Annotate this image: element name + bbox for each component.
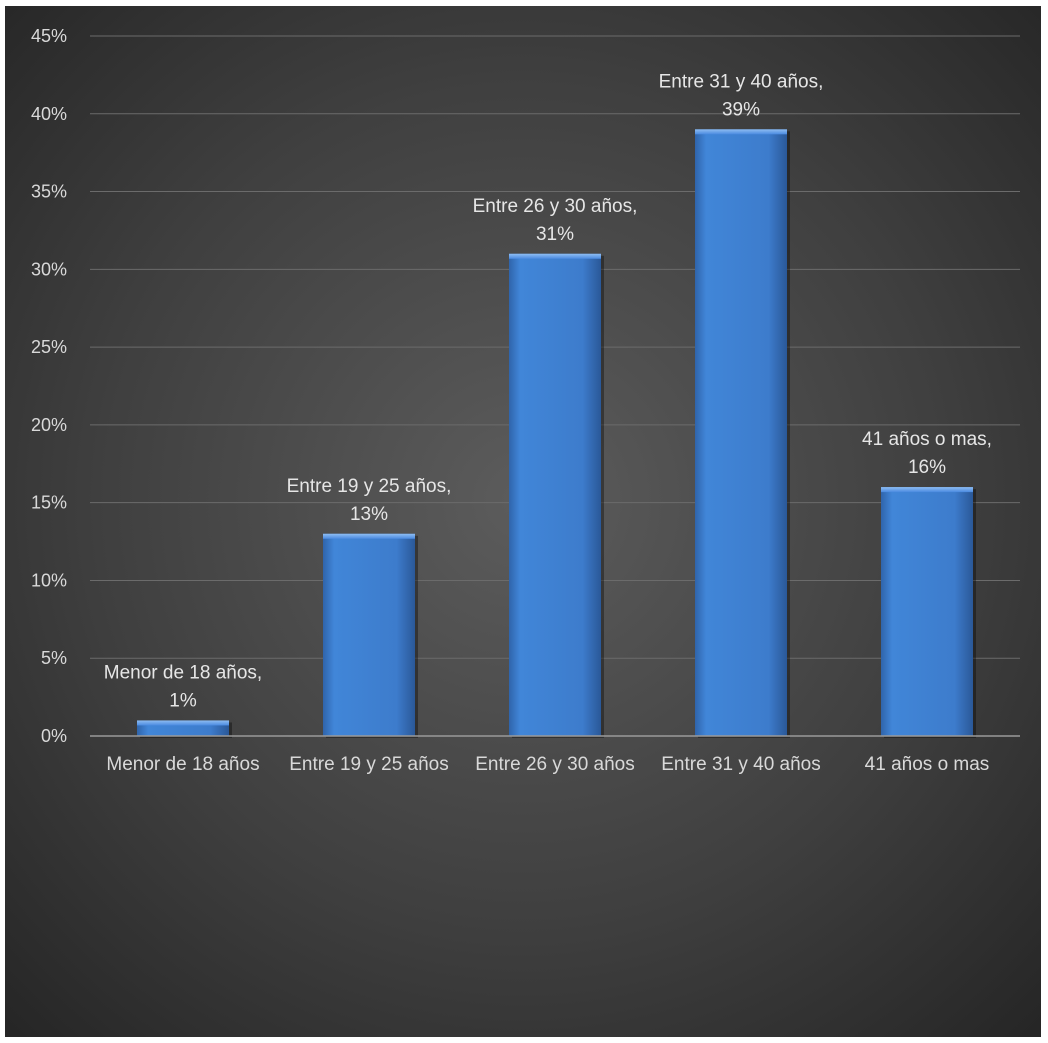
- data-label: 16%: [908, 457, 946, 478]
- chart-container: 0% 5% 10% 15% 20% 25% 30% 35% 40% 45% Menor de 18…: [5, 6, 1041, 1037]
- x-axis-categories: Menor de 18 años Entre 19 y 25 años Entre …: [106, 754, 989, 775]
- y-tick-label: 5%: [41, 648, 67, 668]
- y-tick-label: 0%: [41, 726, 67, 746]
- y-tick-label: 15%: [31, 493, 67, 513]
- y-tick-label: 20%: [31, 415, 67, 435]
- bar-top-highlight: [881, 487, 973, 493]
- bar-top-highlight: [695, 129, 787, 135]
- y-tick-label: 45%: [31, 26, 67, 46]
- data-label: Menor de 18 años,: [104, 662, 262, 683]
- data-label: 31%: [536, 224, 574, 245]
- y-tick-label: 40%: [31, 104, 67, 124]
- data-label: 39%: [722, 99, 760, 120]
- x-category-label: Entre 26 y 30 años: [475, 754, 635, 775]
- data-label: 1%: [169, 690, 197, 711]
- y-tick-label: 10%: [31, 570, 67, 590]
- bar: [881, 487, 973, 736]
- bars: [137, 129, 976, 738]
- y-tick-label: 30%: [31, 259, 67, 279]
- bar: [509, 253, 601, 736]
- data-label: Entre 19 y 25 años,: [287, 476, 452, 497]
- y-tick-label: 25%: [31, 337, 67, 357]
- bar-top-highlight: [509, 253, 601, 259]
- x-category-label: Entre 19 y 25 años: [289, 754, 449, 775]
- data-label: 41 años o mas,: [862, 429, 992, 450]
- x-category-label: Entre 31 y 40 años: [661, 754, 821, 775]
- bar-top-highlight: [137, 720, 229, 726]
- x-category-label: 41 años o mas: [865, 754, 990, 775]
- data-labels: Menor de 18 años, 1% Entre 19 y 25 años, 13…: [104, 71, 992, 711]
- bar: [695, 129, 787, 736]
- x-category-label: Menor de 18 años: [106, 754, 259, 775]
- data-label: 13%: [350, 504, 388, 525]
- data-label: Entre 26 y 30 años,: [473, 196, 638, 217]
- bar-chart: 0% 5% 10% 15% 20% 25% 30% 35% 40% 45% Menor de 18…: [5, 6, 1041, 1037]
- data-label: Entre 31 y 40 años,: [659, 71, 824, 92]
- y-tick-label: 35%: [31, 182, 67, 202]
- bar-top-highlight: [323, 533, 415, 539]
- y-axis-ticks: 0% 5% 10% 15% 20% 25% 30% 35% 40% 45%: [31, 26, 67, 746]
- bar: [323, 533, 415, 736]
